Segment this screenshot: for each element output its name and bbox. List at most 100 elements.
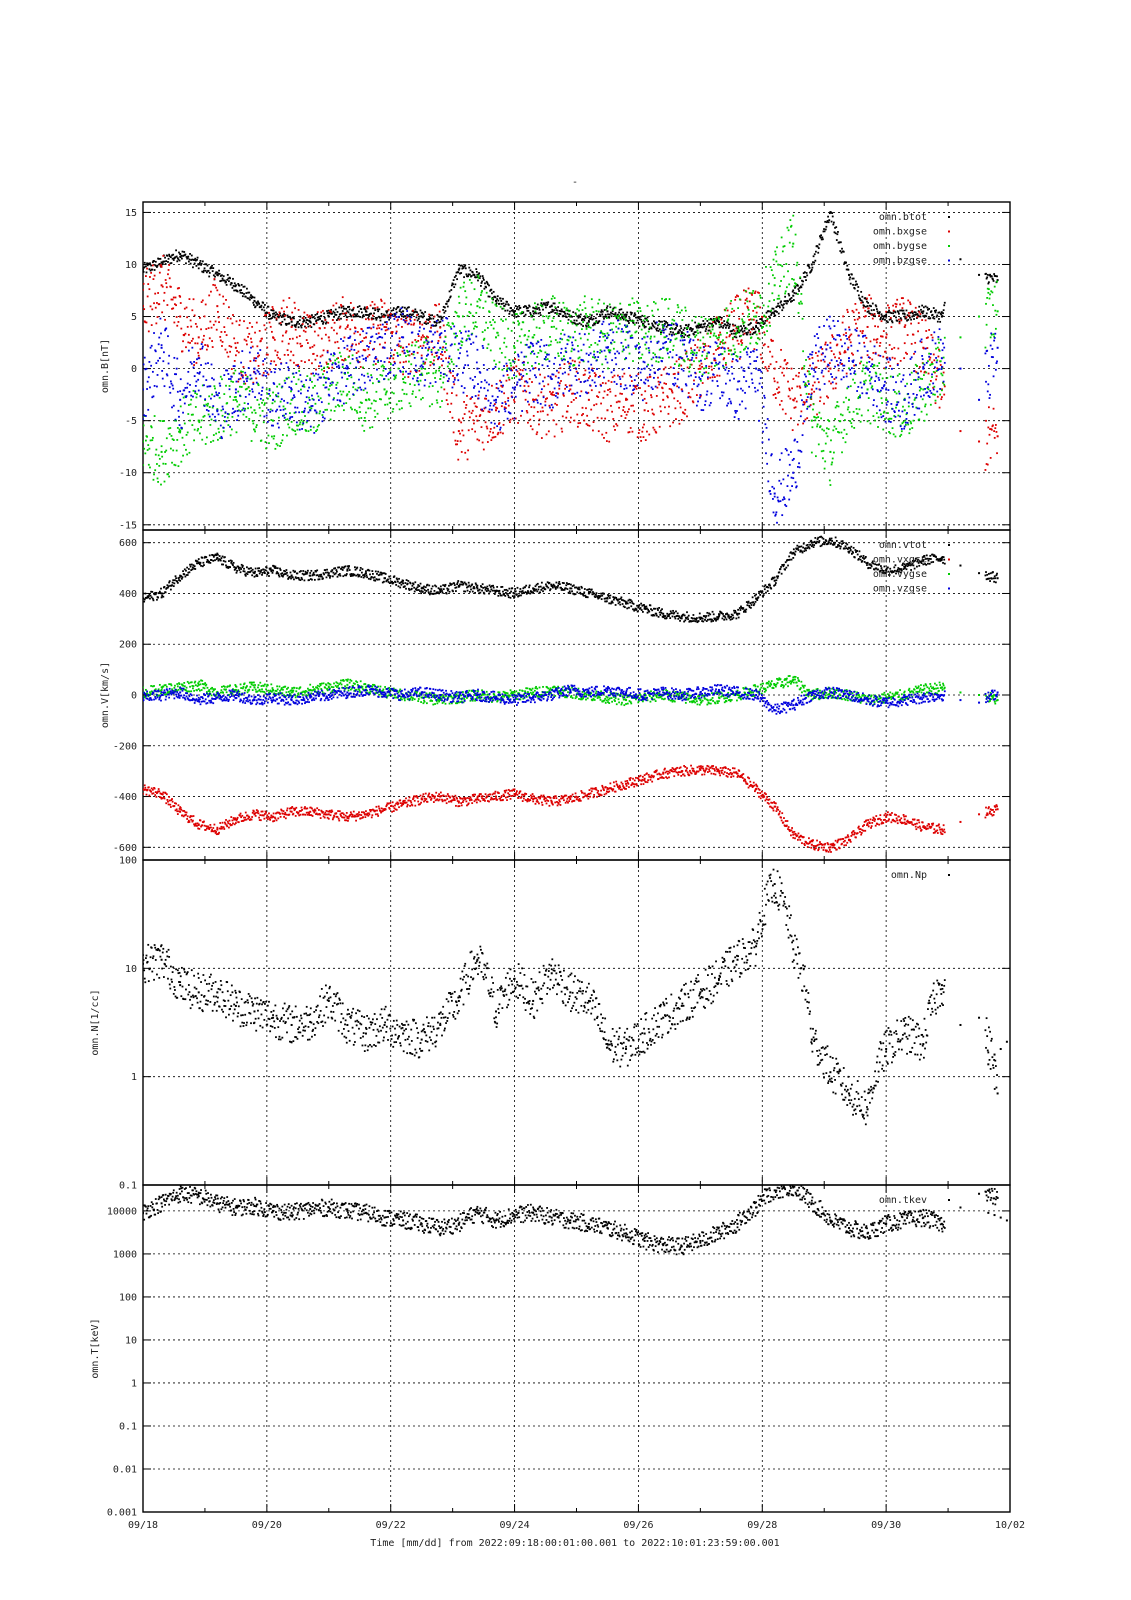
data-point — [459, 352, 461, 355]
data-point — [165, 260, 168, 263]
data-point — [284, 322, 287, 325]
data-point — [372, 348, 374, 351]
data-point — [374, 363, 377, 365]
data-point — [417, 335, 420, 338]
data-point — [795, 292, 798, 295]
data-point — [848, 274, 850, 276]
data-point — [455, 443, 457, 446]
data-point — [422, 313, 425, 315]
data-point — [210, 441, 212, 443]
data-point — [694, 321, 697, 324]
data-point — [444, 330, 446, 332]
data-point — [545, 433, 548, 436]
data-point — [187, 349, 190, 352]
data-point — [558, 312, 561, 315]
data-point — [543, 385, 546, 388]
data-point — [666, 347, 669, 350]
data-point — [523, 315, 526, 318]
data-point — [522, 363, 525, 366]
data-point — [526, 411, 529, 414]
data-point — [358, 378, 360, 381]
data-point — [303, 385, 306, 388]
data-point — [376, 308, 379, 311]
data-point — [664, 366, 667, 369]
data-point — [708, 365, 710, 368]
data-point — [320, 311, 323, 314]
data-point — [894, 302, 897, 305]
data-point — [226, 273, 229, 276]
data-point — [738, 357, 741, 360]
data-point — [904, 423, 907, 426]
data-point — [170, 382, 173, 385]
data-point — [256, 369, 259, 372]
data-point — [866, 420, 869, 423]
data-point — [475, 271, 478, 273]
data-point — [494, 409, 497, 412]
data-point — [633, 302, 636, 304]
data-point — [651, 309, 654, 312]
data-point — [326, 312, 329, 314]
data-point — [700, 379, 702, 382]
data-point — [751, 292, 754, 294]
data-point — [432, 347, 435, 349]
data-point — [736, 339, 739, 342]
data-point — [931, 313, 934, 316]
data-point — [986, 463, 989, 466]
data-point — [911, 315, 914, 318]
data-point — [302, 383, 305, 386]
data-point — [833, 425, 836, 428]
data-point — [677, 358, 680, 361]
data-point — [463, 387, 466, 389]
data-point — [871, 317, 874, 320]
data-point — [640, 328, 643, 331]
data-point — [380, 328, 383, 331]
data-point — [396, 355, 399, 357]
data-point — [368, 399, 371, 401]
y-tick-label: 15 — [125, 208, 137, 219]
data-point — [232, 399, 235, 401]
data-point — [388, 318, 391, 321]
data-point — [291, 428, 294, 431]
data-point — [339, 390, 342, 393]
data-point — [456, 315, 459, 317]
data-point — [672, 323, 675, 326]
data-point — [240, 283, 243, 286]
data-point — [810, 392, 813, 395]
data-point — [481, 275, 484, 277]
data-point — [246, 377, 249, 380]
data-point — [312, 316, 315, 319]
data-point — [288, 338, 291, 340]
data-point — [211, 406, 214, 409]
data-point — [417, 346, 420, 349]
data-point — [389, 369, 392, 371]
data-point — [156, 374, 159, 376]
data-point — [175, 316, 178, 318]
data-point — [594, 375, 597, 378]
data-point — [312, 426, 315, 429]
data-point — [379, 319, 382, 322]
data-point — [477, 279, 479, 282]
data-point — [901, 307, 904, 309]
data-point — [614, 315, 616, 317]
data-point — [283, 414, 285, 417]
data-point — [755, 324, 757, 327]
data-point — [834, 418, 836, 420]
data-point — [940, 372, 943, 375]
data-point — [507, 304, 510, 306]
data-point — [739, 351, 742, 353]
data-point — [330, 353, 333, 356]
data-point — [929, 380, 932, 382]
data-point — [551, 320, 554, 322]
data-point — [143, 288, 144, 291]
data-point — [360, 328, 363, 331]
data-point — [475, 311, 478, 314]
data-point — [855, 308, 858, 311]
data-point — [313, 431, 316, 434]
data-point — [239, 289, 241, 292]
data-point — [378, 327, 381, 330]
data-point — [919, 313, 922, 315]
data-point — [436, 330, 439, 333]
data-point — [476, 300, 479, 303]
data-point — [613, 374, 616, 377]
data-point — [839, 353, 842, 355]
